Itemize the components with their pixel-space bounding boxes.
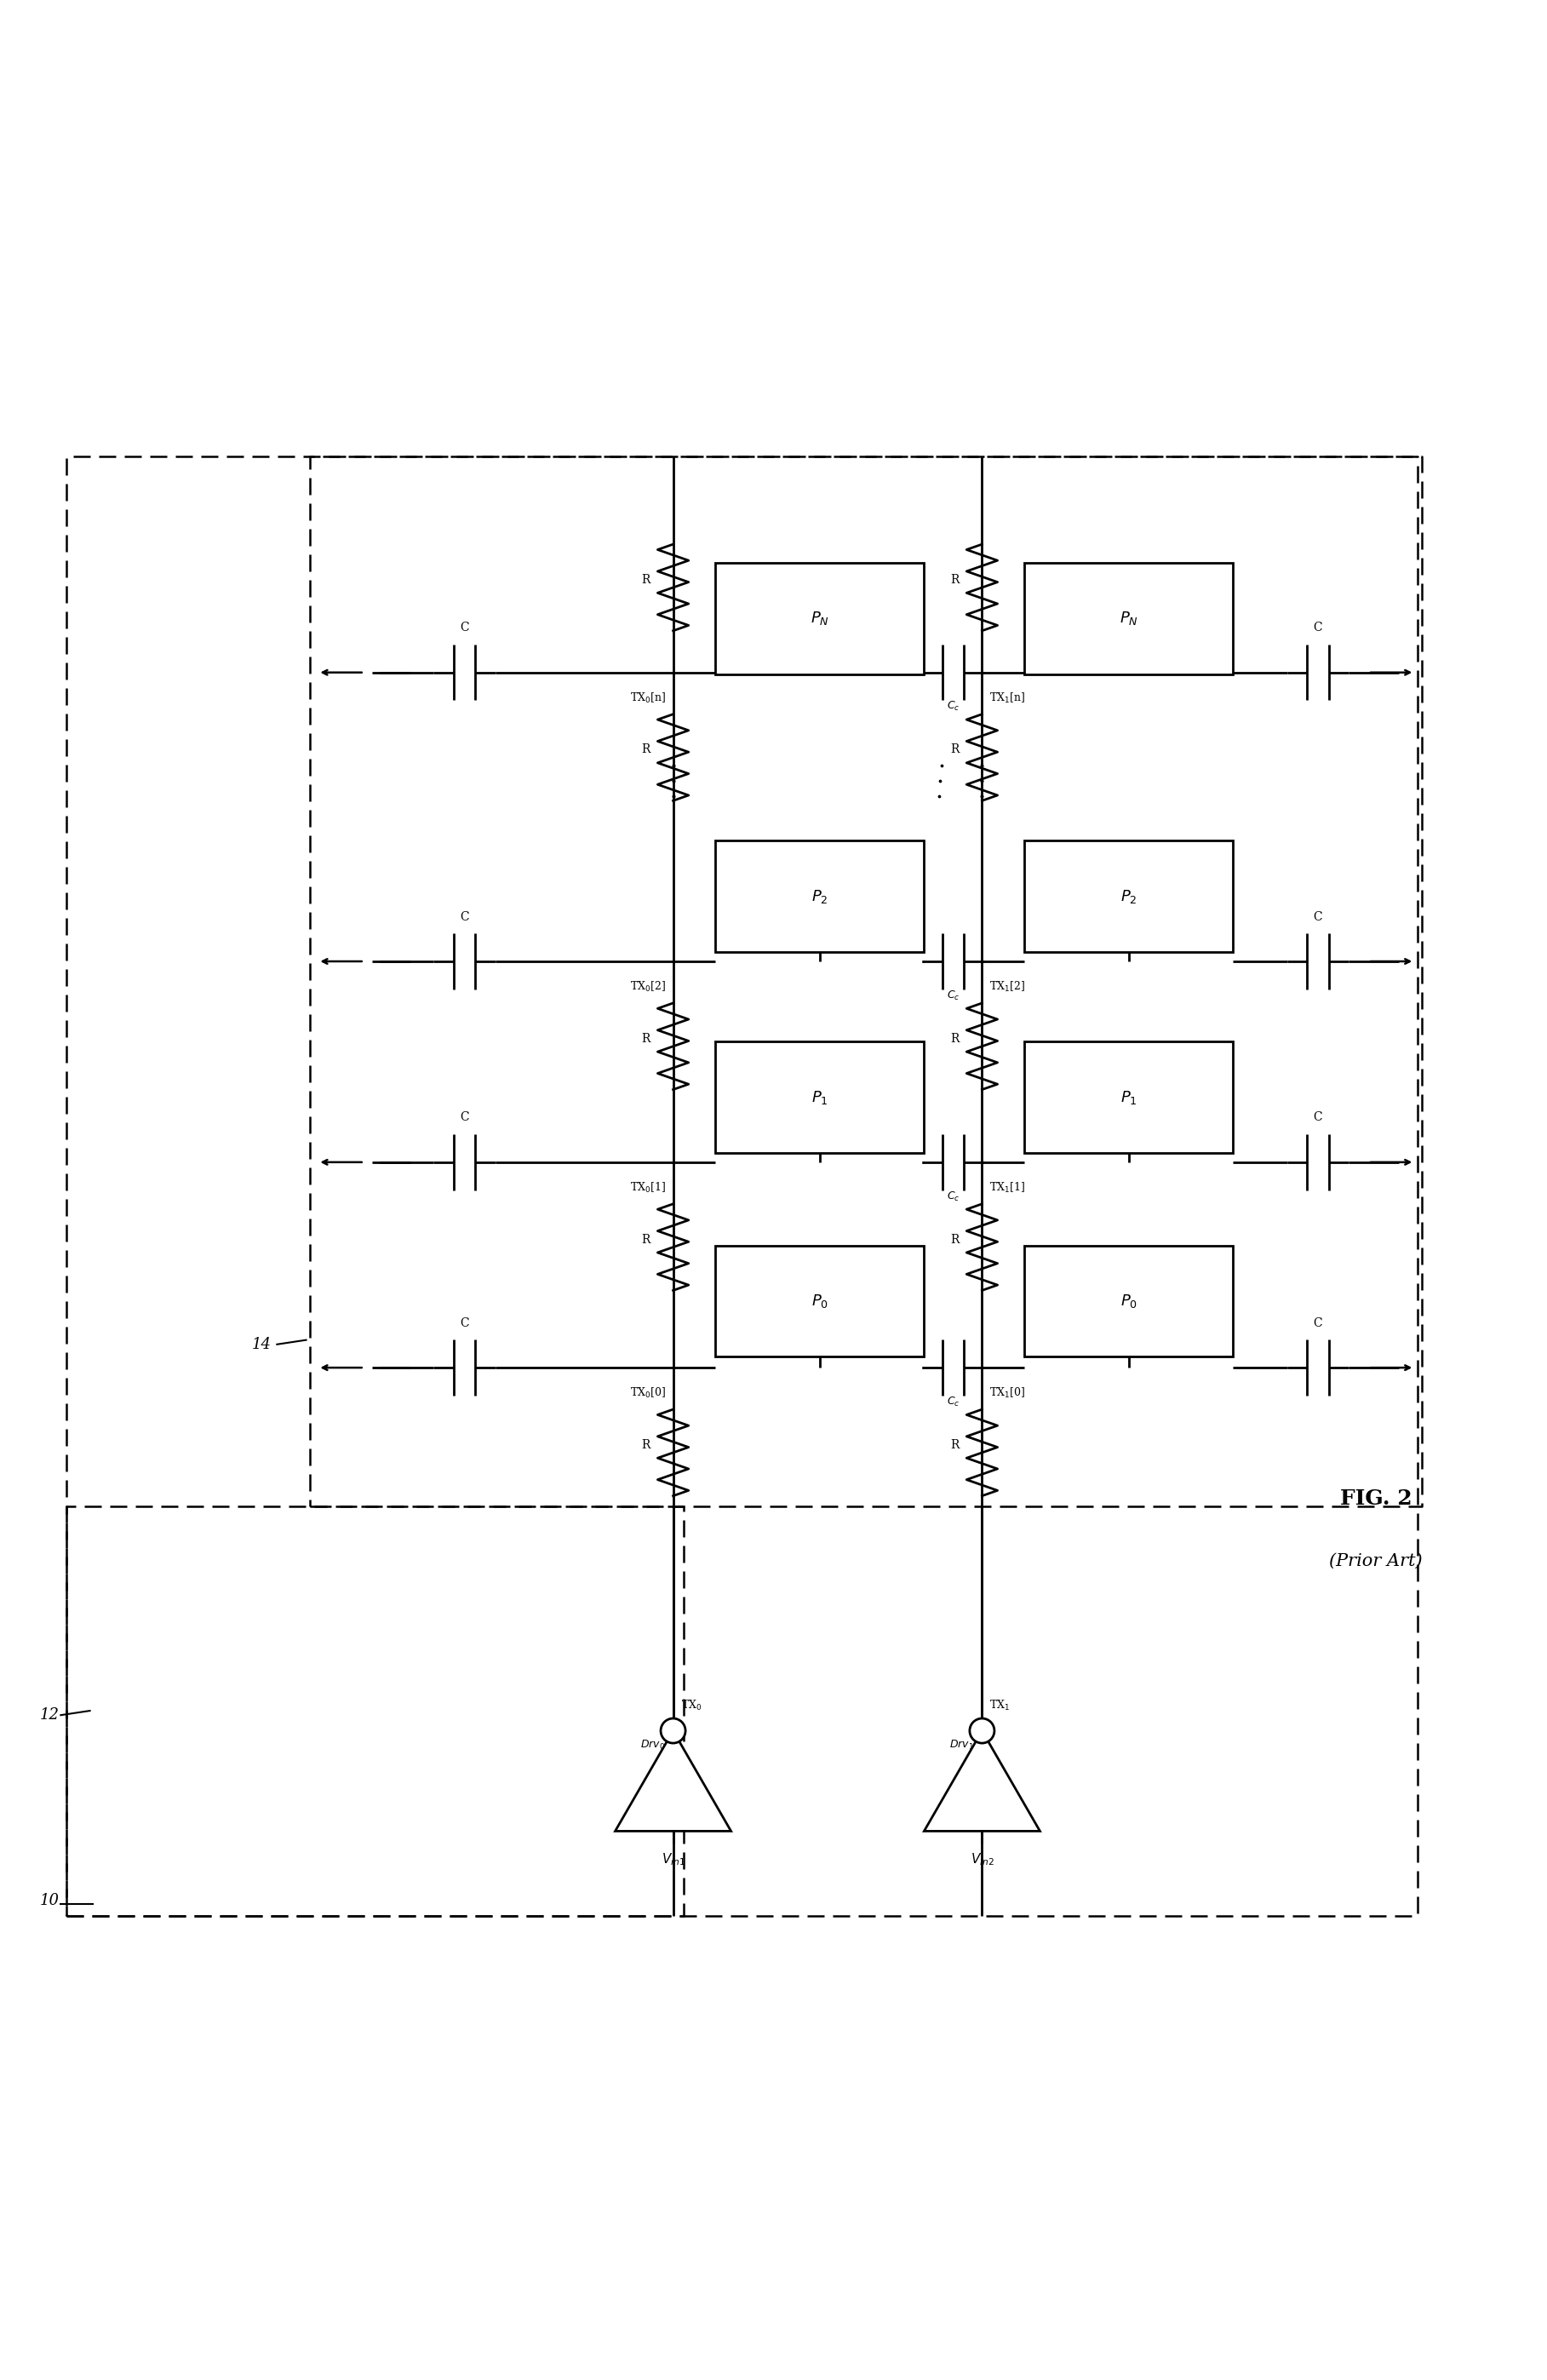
Text: TX$_1$[2]: TX$_1$[2] [990, 981, 1026, 992]
Text: 14: 14 [252, 1338, 271, 1352]
Text: $P_0$: $P_0$ [1120, 1292, 1137, 1309]
Bar [716, 1245, 924, 1357]
Text: 12: 12 [40, 1706, 59, 1723]
Text: $P_1$: $P_1$ [1120, 1088, 1137, 1107]
Text: $C_c$: $C_c$ [947, 1190, 959, 1202]
Text: 10: 10 [40, 1892, 59, 1909]
Text: R: R [640, 1440, 650, 1452]
Bar [1024, 1042, 1233, 1152]
Text: TX$_1$[0]: TX$_1$[0] [990, 1385, 1026, 1399]
Polygon shape [924, 1730, 1040, 1830]
Bar [716, 1042, 924, 1152]
Bar [716, 840, 924, 952]
Text: TX$_0$: TX$_0$ [681, 1699, 701, 1711]
Polygon shape [616, 1730, 732, 1830]
Text: $C_c$: $C_c$ [947, 990, 959, 1002]
Text: $Drv_0$: $Drv_0$ [640, 1737, 665, 1752]
Text: TX$_1$[n]: TX$_1$[n] [990, 690, 1026, 704]
Text: C: C [1313, 1111, 1323, 1123]
Text: $P_N$: $P_N$ [1120, 609, 1139, 626]
Text: FIG. 2: FIG. 2 [1340, 1490, 1412, 1509]
Text: TX$_0$[2]: TX$_0$[2] [630, 981, 665, 992]
Text: $P_1$: $P_1$ [812, 1088, 828, 1107]
Text: R: R [950, 1233, 959, 1245]
Bar [1024, 1245, 1233, 1357]
Text: TX$_0$[n]: TX$_0$[n] [630, 690, 665, 704]
Bar [716, 562, 924, 674]
Text: TX$_0$[0]: TX$_0$[0] [630, 1385, 665, 1399]
Text: TX$_1$: TX$_1$ [990, 1699, 1010, 1711]
Bar [1024, 562, 1233, 674]
Text: R: R [950, 1033, 959, 1045]
Text: $V_{in2}$: $V_{in2}$ [970, 1852, 993, 1868]
Text: C: C [459, 621, 469, 633]
Text: R: R [640, 1233, 650, 1245]
Text: $C_c$: $C_c$ [947, 700, 959, 714]
Text: C: C [1313, 1316, 1323, 1328]
Text: R: R [640, 745, 650, 757]
Text: (Prior Art): (Prior Art) [1329, 1552, 1423, 1568]
Text: $Drv_1$: $Drv_1$ [950, 1737, 975, 1752]
Text: C: C [459, 912, 469, 923]
Text: $P_0$: $P_0$ [811, 1292, 828, 1309]
Text: $P_N$: $P_N$ [811, 609, 829, 626]
Text: $P_2$: $P_2$ [1120, 888, 1137, 904]
Text: $C_c$: $C_c$ [947, 1395, 959, 1409]
Text: C: C [459, 1111, 469, 1123]
Text: TX$_1$[1]: TX$_1$[1] [990, 1180, 1026, 1195]
Text: R: R [950, 574, 959, 585]
Text: $V_{in1}$: $V_{in1}$ [661, 1852, 685, 1868]
Text: C: C [1313, 621, 1323, 633]
Text: $P_2$: $P_2$ [812, 888, 828, 904]
Text: TX$_0$[1]: TX$_0$[1] [630, 1180, 665, 1195]
Text: R: R [640, 574, 650, 585]
Text: R: R [950, 745, 959, 757]
Bar [1024, 840, 1233, 952]
Circle shape [970, 1718, 995, 1742]
Text: R: R [640, 1033, 650, 1045]
Circle shape [661, 1718, 685, 1742]
Text: C: C [459, 1316, 469, 1328]
Text: R: R [950, 1440, 959, 1452]
Text: C: C [1313, 912, 1323, 923]
